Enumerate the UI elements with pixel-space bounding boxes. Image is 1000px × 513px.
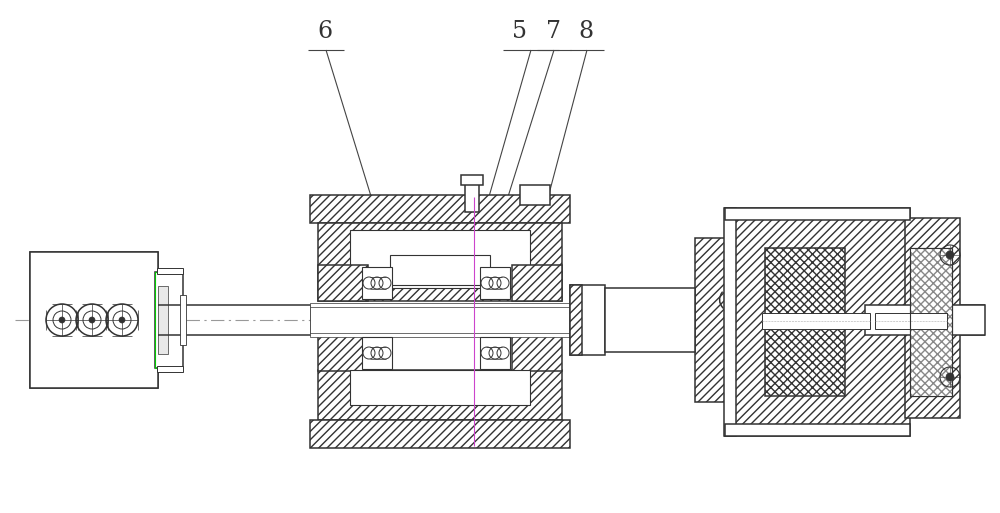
Bar [725,208,910,220]
Bar [310,333,570,337]
Bar [724,208,736,436]
Bar [725,424,910,436]
Bar [318,335,368,371]
Bar [350,370,530,405]
Bar [310,195,570,223]
Bar [520,185,550,205]
Bar [310,305,570,335]
Bar [570,285,605,355]
Bar [310,303,570,307]
Bar [905,218,960,418]
Circle shape [946,373,954,381]
Text: 5: 5 [512,21,528,44]
Bar [762,313,870,329]
Bar [390,255,490,285]
Bar [605,288,695,352]
Bar [695,238,725,402]
Bar [30,252,158,388]
Circle shape [946,251,954,259]
Text: 7: 7 [546,21,562,44]
Bar [157,268,183,274]
Bar [180,295,186,345]
Bar [512,265,562,301]
Bar [480,337,510,369]
Bar [480,267,510,299]
Bar [910,248,952,396]
Bar [570,285,582,355]
Bar [362,267,392,299]
Bar [350,230,530,288]
Bar [318,265,368,301]
Text: 6: 6 [317,21,333,44]
Circle shape [59,317,65,323]
Bar [157,366,183,372]
Bar [512,335,562,371]
Bar [352,230,528,285]
Bar [875,313,947,329]
Bar [318,223,562,301]
Bar [158,286,168,354]
Bar [155,272,183,368]
Bar [910,248,952,396]
Bar [910,248,952,396]
Bar [461,175,483,185]
Circle shape [89,317,95,323]
Bar [362,337,392,369]
Bar [725,208,910,436]
Circle shape [119,317,125,323]
Bar [465,177,479,212]
Bar [765,248,845,396]
Text: 8: 8 [578,21,594,44]
Bar [318,370,562,420]
Bar [310,420,570,448]
Bar [865,305,985,335]
Bar [30,252,158,388]
